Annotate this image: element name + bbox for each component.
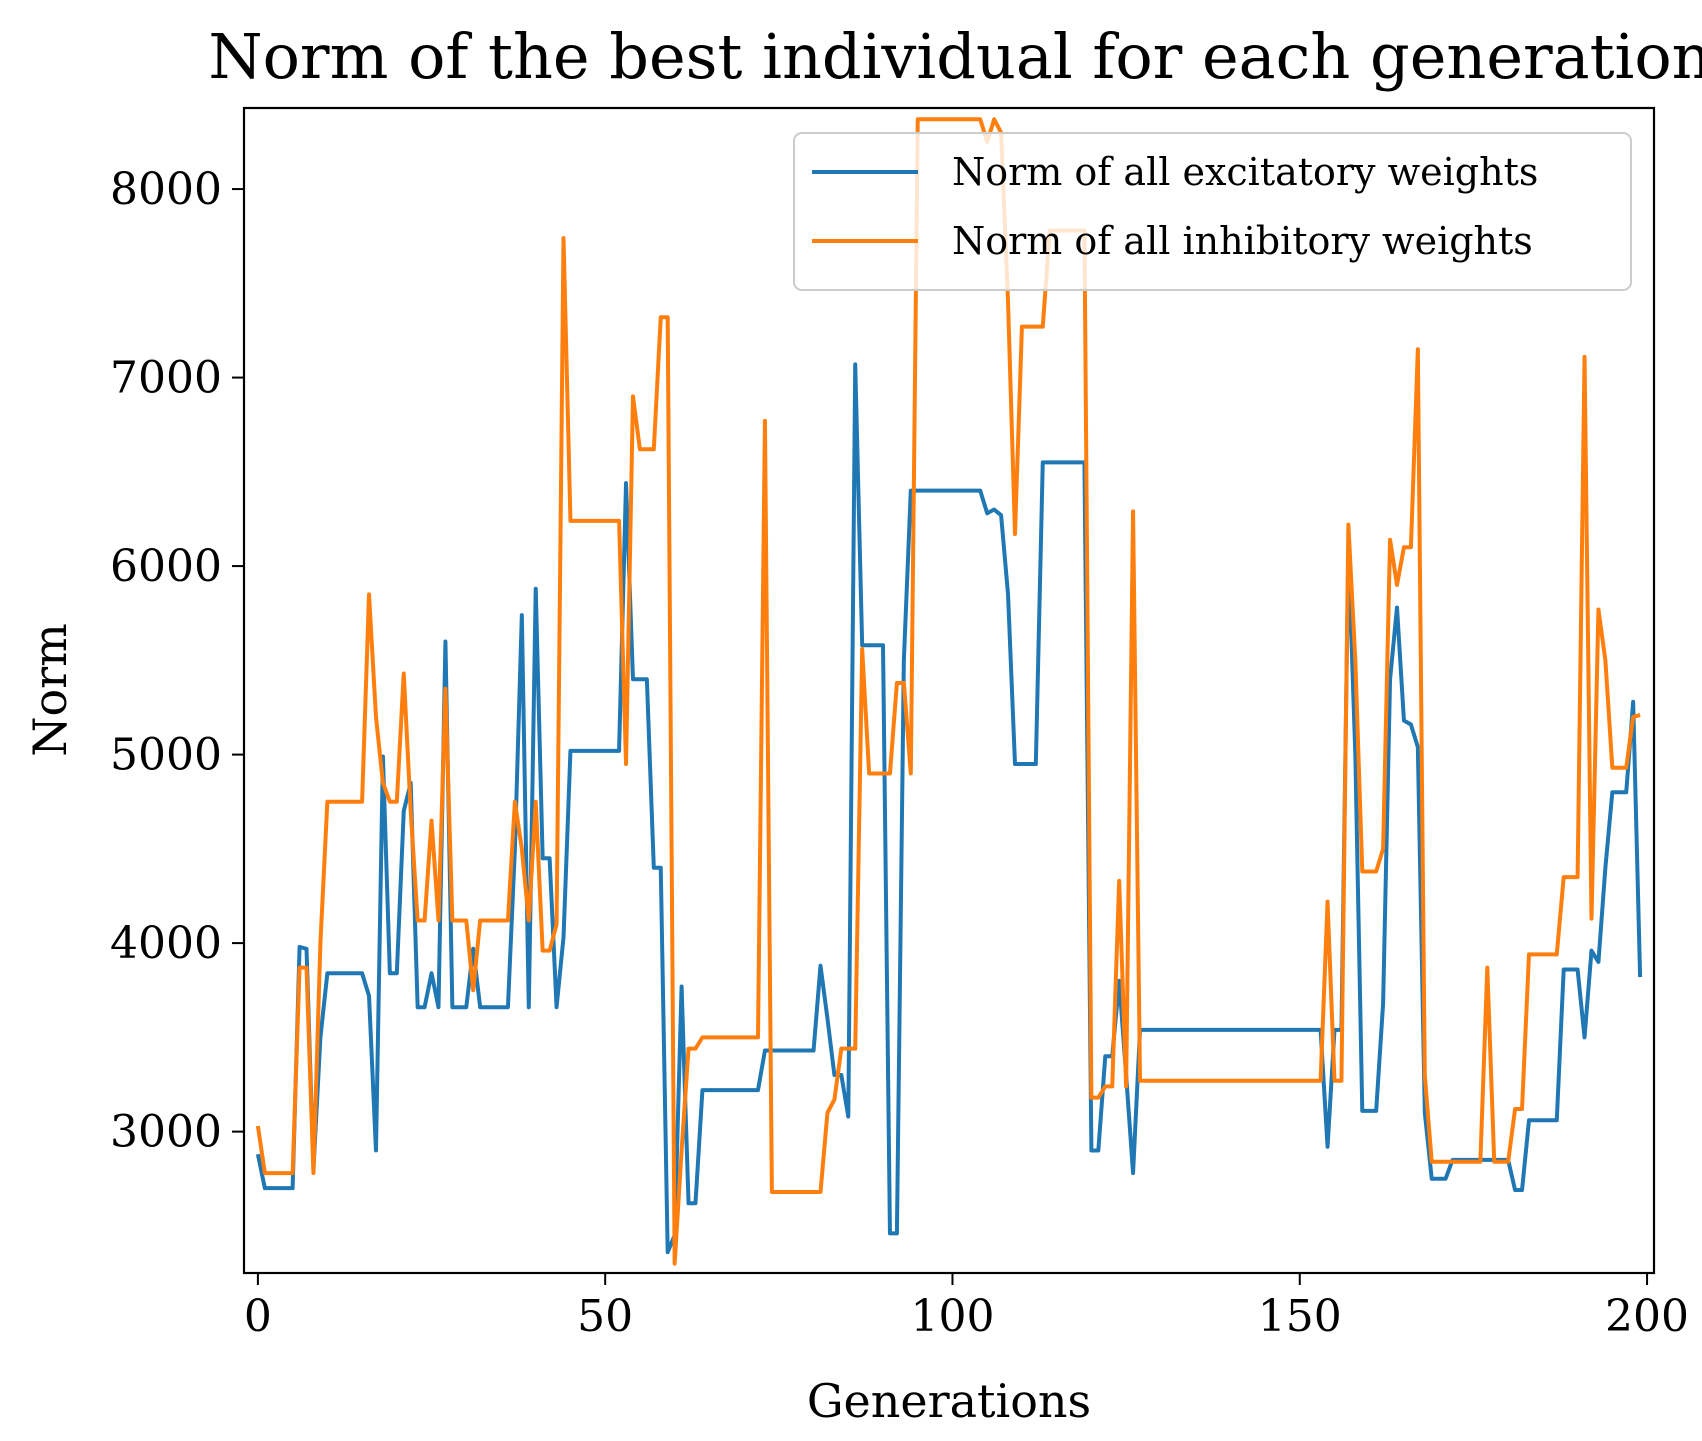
series-line-excitatory [255, 362, 1643, 1255]
y-tick-label: 7000 [110, 353, 222, 404]
y-tick-label: 4000 [110, 918, 222, 969]
y-tick-label: 6000 [110, 541, 222, 592]
x-tick-label: 0 [244, 1291, 272, 1342]
y-axis-label: Norm [23, 623, 77, 757]
x-tick-label: 100 [910, 1291, 994, 1342]
x-tick-label: 50 [577, 1291, 633, 1342]
plot-frame [242, 106, 1656, 1275]
x-axis-label: Generations [807, 1374, 1091, 1428]
x-tick-label: 150 [1258, 1291, 1342, 1342]
legend: Norm of all excitatory weights Norm of a… [793, 132, 1632, 291]
legend-box [793, 132, 1632, 291]
x-axis-ticks: 0 50 100 150 200 [244, 1273, 1689, 1342]
y-axis-ticks: 3000 4000 5000 6000 7000 8000 [110, 164, 244, 1158]
y-tick-label: 8000 [110, 164, 222, 215]
series-layer [255, 117, 1643, 1266]
y-tick-label: 5000 [110, 730, 222, 781]
legend-label-excitatory: Norm of all excitatory weights [952, 150, 1538, 194]
y-tick-label: 3000 [110, 1107, 222, 1158]
chart-title: Norm of the best individual for each gen… [208, 20, 1702, 93]
series-line-inhibitory [255, 117, 1641, 1266]
legend-label-inhibitory: Norm of all inhibitory weights [952, 219, 1533, 263]
x-tick-label: 200 [1605, 1291, 1689, 1342]
